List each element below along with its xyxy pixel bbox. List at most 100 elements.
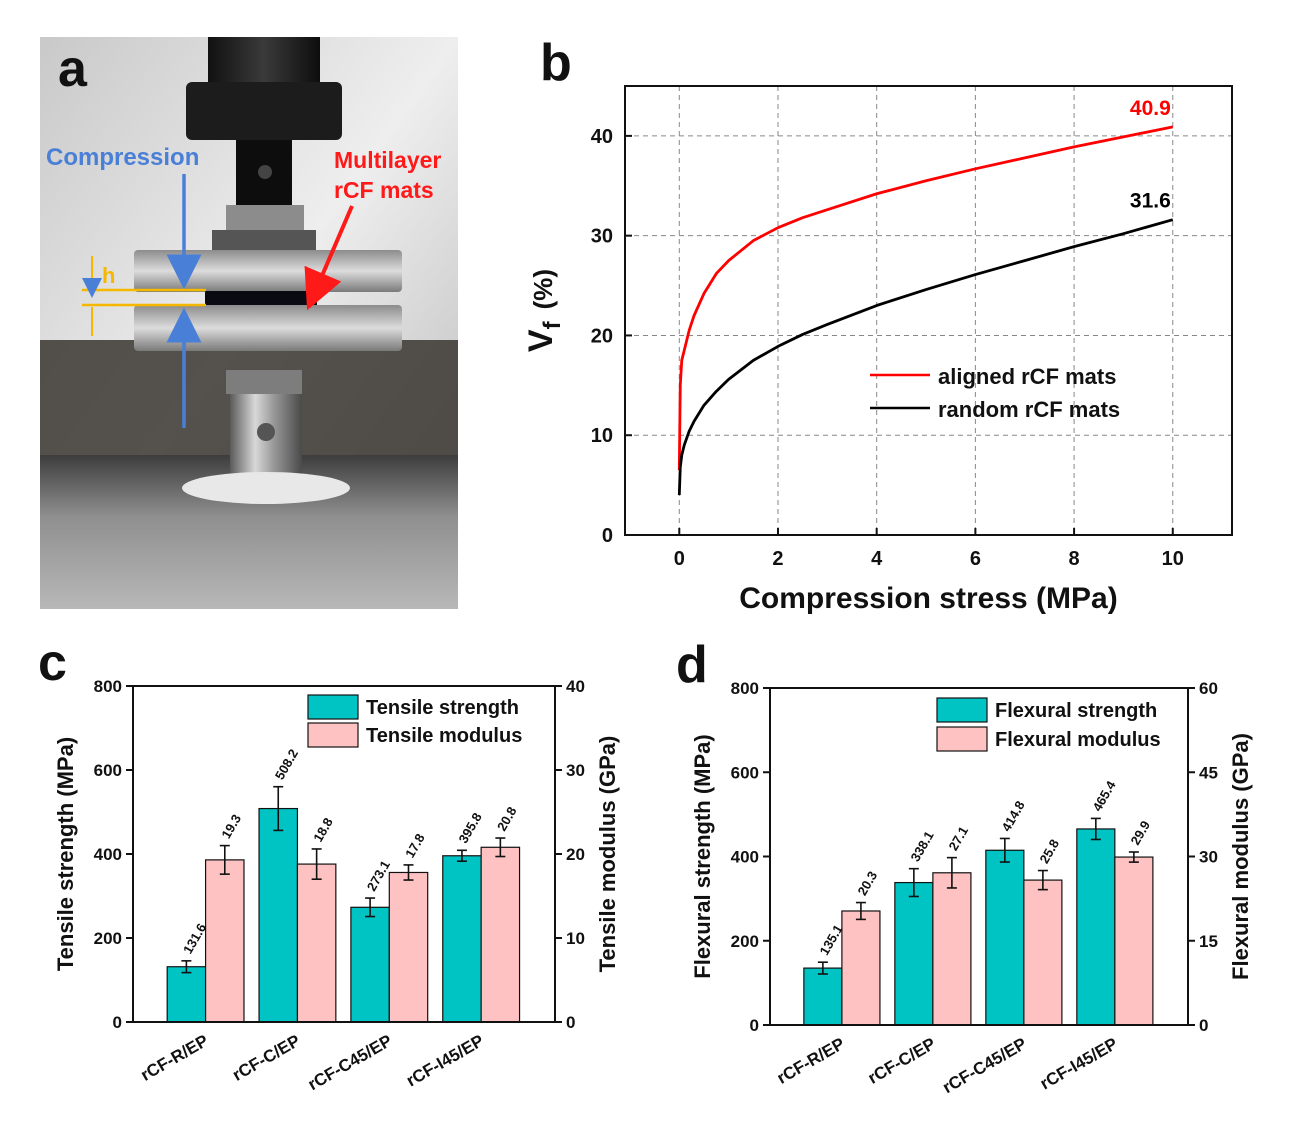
b-x-tick-label: 6 [970,548,981,570]
photo-upper-platen [134,250,402,292]
mats-label-line2: rCF mats [334,177,434,203]
c-bar-strength [442,855,482,1023]
photo-upper-ring [212,230,316,250]
d-y-left-title: Flexural strength (MPa) [690,734,715,978]
d-bar-strength [985,849,1025,1026]
d-y-right-tick-label: 45 [1199,763,1218,782]
d-y-right-tick-label: 60 [1199,679,1218,698]
b-gridlines [625,86,1232,536]
b-series-line-aligned [677,125,1174,471]
compression-label: Compression [46,144,199,171]
d-bar-strength [894,881,934,1026]
d-legend-swatch-modulus [936,726,988,752]
photo-rcf-mats [205,291,317,306]
photo-lower-screw [257,423,275,441]
c-y-left-tick-label: 200 [94,929,122,948]
c-legend-label-strength: Tensile strength [366,697,519,719]
b-x-tick-label: 4 [871,548,883,570]
panel-letter-a: a [58,40,88,98]
d-x-category-label: rCF-C/EP [865,1034,939,1088]
d-x-category-label: rCF-I45/EP [1037,1034,1121,1093]
c-y-left-tick-label: 400 [94,845,122,864]
panel-letter-c: c [38,634,67,692]
d-y-left-tick-label: 800 [731,679,759,698]
c-y-right-tick-label: 40 [566,677,585,696]
mats-label-line1: Multilayer [334,147,441,173]
c-y-left-title: Tensile strength (MPa) [53,737,78,971]
panel-c-bar-chart: c 131.6 19.3 508.2 18.8 273.1 17.8 395.8 20.8 0… [38,634,620,1094]
d-bar-modulus [932,872,972,1026]
d-x-category-label: rCF-C45/EP [939,1034,1030,1097]
d-x-category-label: rCF-R/EP [774,1034,848,1088]
c-legend: Tensile strength Tensile modulus [307,694,522,748]
c-y-right-tick-label: 0 [566,1013,575,1032]
b-legend: aligned rCF mats random rCF mats [870,364,1120,422]
c-data-label: 20.8 [494,804,520,833]
b-x-axis-title: Compression stress (MPa) [739,582,1117,615]
d-y-left-tick-label: 600 [731,763,759,782]
c-data-label: 508.2 [272,747,301,783]
c-y-left-tick-label: 800 [94,677,122,696]
d-y-right-tick-label: 0 [1199,1016,1208,1035]
c-bar-strength [166,966,207,1023]
c-data-label: 17.8 [402,831,428,860]
h-label: h [102,263,115,288]
c-data-label: 18.8 [310,815,336,844]
c-data-label: 273.1 [364,858,393,894]
b-series-lines [677,125,1174,496]
panel-letter-d: d [676,636,708,694]
d-data-label: 465.4 [1089,778,1119,814]
b-y-tick-label: 10 [591,425,613,447]
d-bar-strength [1076,828,1116,1026]
b-x-tick-label: 2 [772,548,783,570]
b-end-label-random: 31.6 [1130,190,1171,213]
c-y-right-tick-label: 30 [566,761,585,780]
photo-upper-nut [186,82,342,140]
c-bar-strength [350,906,390,1023]
b-series-line-random [677,218,1174,496]
b-x-tick-label: 10 [1162,548,1184,570]
photo-lower-collar [226,370,302,394]
photo-lower-flange [182,472,350,504]
d-bar-strength [803,967,843,1026]
c-legend-swatch-modulus [307,722,359,748]
c-x-category-label: rCF-C45/EP [305,1031,396,1094]
c-bar-modulus [480,846,521,1023]
d-y-left-tick-label: 400 [731,848,759,867]
c-bar-modulus [388,871,429,1023]
panel-b-line-chart: b 0 2 4 6 8 10 0 10 20 30 40 40.9 31.6 Compression … [522,34,1233,615]
panel-a-photo: h Compression Multilayer rCF mats a [40,37,458,609]
b-tick-labels: 0 2 4 6 8 10 0 10 20 30 40 [591,126,1184,570]
c-bar-strength [258,807,299,1023]
b-y-tick-label: 40 [591,126,613,148]
d-data-label: 414.8 [998,798,1027,834]
d-legend-label-strength: Flexural strength [995,700,1157,722]
photo-lower-platen [134,305,402,351]
c-bars: 131.6 19.3 508.2 18.8 273.1 17.8 395.8 20.8 [166,747,521,1023]
c-x-category-label: rCF-R/EP [137,1031,211,1085]
c-legend-swatch-strength [307,694,359,720]
d-bar-modulus [1114,856,1154,1026]
c-y-right-tick-label: 10 [566,929,585,948]
d-data-label: 29.9 [1127,818,1153,847]
c-bar-modulus [204,859,245,1023]
b-legend-label-aligned: aligned rCF mats [938,364,1116,389]
c-y-left-tick-label: 600 [94,761,122,780]
b-end-label-aligned: 40.9 [1130,97,1171,120]
d-bar-modulus [841,910,881,1026]
d-y-right-tick-label: 15 [1199,932,1218,951]
b-x-tick-label: 0 [674,548,685,570]
c-y-left-tick-label: 0 [113,1013,122,1032]
c-bar-modulus [296,863,337,1023]
c-y-right-tick-label: 20 [566,845,585,864]
d-legend-swatch-strength [936,697,988,723]
c-x-category-label: rCF-C/EP [229,1031,303,1085]
c-y-right-title: Tensile modulus (GPa) [595,736,620,973]
d-legend: Flexural strength Flexural modulus [936,697,1161,752]
photo-screw [258,165,272,179]
d-y-left-tick-label: 0 [750,1016,759,1035]
b-y-tick-label: 30 [591,226,613,248]
